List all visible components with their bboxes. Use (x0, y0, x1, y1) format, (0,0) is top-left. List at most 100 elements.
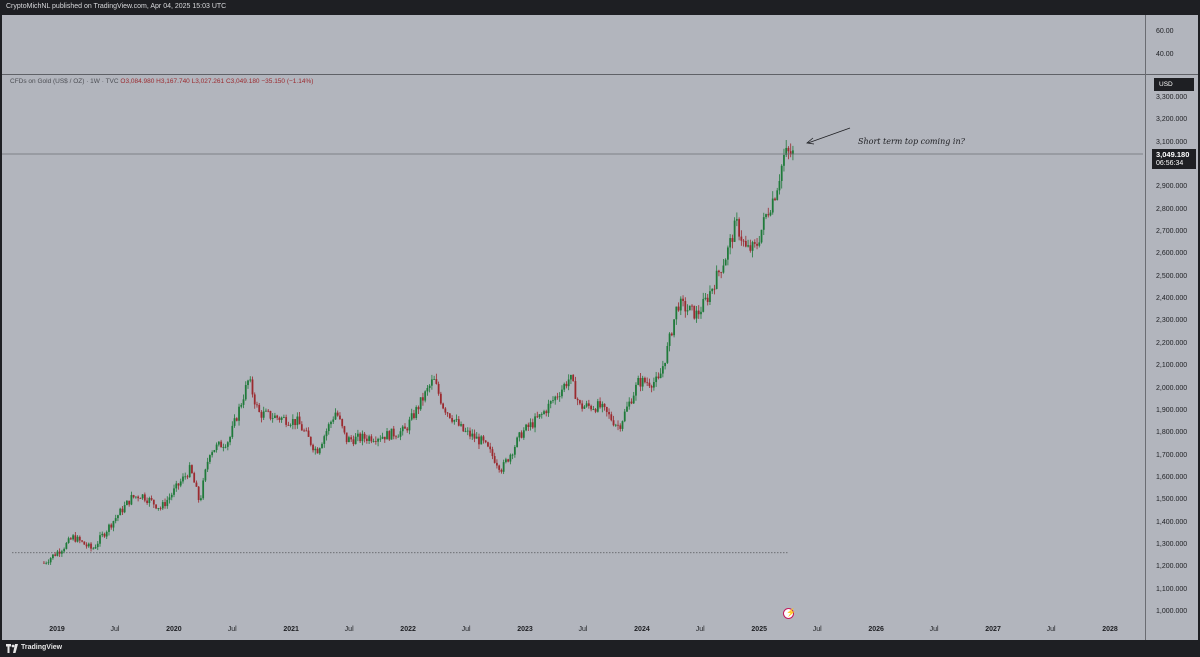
candle-down (137, 496, 140, 499)
candle-up (762, 217, 765, 230)
candle-up (700, 311, 702, 315)
time-axis-label: Jul (1046, 626, 1056, 633)
candle-down (630, 401, 633, 404)
candle-up (202, 480, 205, 499)
candle-down (789, 151, 792, 155)
candle-down (150, 498, 153, 500)
candle-up (558, 396, 561, 398)
time-axis[interactable]: 2019 Jul 2020 Jul 2021 Jul 2022 Jul 2023 Jul 2024 J… (2, 622, 1143, 640)
candle-up (614, 424, 617, 426)
candle-up (583, 406, 586, 409)
candle-down (78, 536, 81, 541)
pane-separator[interactable] (2, 74, 1198, 75)
time-axis-label: 2024 (634, 626, 650, 633)
candle-up (776, 190, 779, 201)
candle-up (390, 428, 393, 440)
osc-axis-label: 40.00 (1156, 51, 1174, 58)
candle-up (522, 430, 525, 438)
candle-up (381, 436, 384, 439)
candle-down (756, 243, 758, 246)
candle-down (693, 305, 696, 319)
candle-down (691, 305, 693, 307)
candle-up (323, 436, 326, 444)
candle-up (379, 438, 382, 440)
candle-up (540, 414, 543, 415)
currency-badge[interactable]: USD (1154, 78, 1194, 91)
price-axis-label: 2,300.000 (1156, 317, 1188, 325)
candle-up (213, 450, 216, 453)
candle-up (386, 431, 388, 440)
candle-up (695, 310, 698, 319)
candle-up (208, 455, 211, 462)
price-chart[interactable] (2, 15, 1143, 622)
candle-up (200, 498, 202, 501)
time-axis-label: 2023 (517, 626, 533, 633)
candle-up (596, 401, 599, 412)
candle-down (493, 456, 496, 463)
candle-down (444, 408, 447, 413)
candle-up (525, 424, 527, 431)
chart-annotation[interactable]: Short term top coming in? (858, 137, 965, 146)
candle-down (581, 403, 584, 409)
price-axis[interactable]: 60.00 40.00 USD 3,300.000 3,200.000 3,100.… (1145, 15, 1199, 640)
candle-up (397, 436, 400, 438)
candle-down (352, 439, 355, 445)
price-axis-label: 1,200.000 (1156, 563, 1188, 571)
candle-down (256, 404, 258, 406)
candle-up (769, 212, 772, 216)
candle-down (395, 436, 397, 438)
candle-down (336, 412, 339, 416)
event-marker-icon[interactable]: ⚡ (783, 608, 796, 619)
candle-up (134, 496, 137, 498)
time-axis-label: Jul (578, 626, 588, 633)
price-axis-label: 2,800.000 (1156, 205, 1188, 213)
candle-down (731, 238, 734, 242)
candle-up (206, 461, 209, 470)
candle-up (661, 366, 664, 374)
candle-up (428, 385, 431, 389)
candle-up (222, 447, 225, 448)
candle-down (83, 541, 86, 545)
candle-down (587, 403, 590, 406)
candle-down (300, 424, 303, 431)
candle-down (610, 414, 613, 421)
candle-down (90, 543, 92, 549)
candle-up (567, 379, 570, 387)
candle-up (679, 298, 682, 311)
candle-down (220, 441, 222, 448)
candle-down (484, 440, 487, 443)
candle-down (437, 383, 440, 394)
candle-up (99, 535, 101, 544)
candle-down (646, 382, 649, 384)
candle-up (471, 433, 474, 437)
candle-up (513, 446, 516, 455)
candle-up (621, 421, 624, 429)
candle-down (121, 508, 124, 513)
candle-up (368, 436, 371, 441)
candle-up (702, 298, 705, 312)
candle-up (105, 531, 108, 537)
candle-down (462, 424, 465, 432)
candle-down (682, 298, 684, 301)
candle-down (365, 438, 368, 441)
candle-down (132, 495, 135, 498)
candle-up (502, 462, 505, 472)
candle-down (520, 432, 523, 438)
candle-down (74, 535, 77, 542)
candle-down (612, 420, 615, 426)
candle-down (404, 426, 406, 429)
candle-down (294, 419, 297, 426)
time-axis-label: 2028 (1102, 626, 1118, 633)
candle-down (285, 417, 288, 425)
candle-down (388, 431, 391, 440)
chart-frame[interactable]: CFDs on Gold (US$ / OZ) · 1W · TVC O3,08… (2, 15, 1198, 640)
candle-up (511, 454, 514, 456)
candle-down (617, 424, 619, 426)
candle-down (487, 442, 489, 447)
price-axis-label: 2,000.000 (1156, 384, 1188, 392)
candle-down (152, 499, 155, 505)
candle-down (713, 288, 716, 290)
candle-down (413, 413, 415, 419)
candle-up (410, 413, 413, 420)
candle-down (305, 430, 308, 432)
